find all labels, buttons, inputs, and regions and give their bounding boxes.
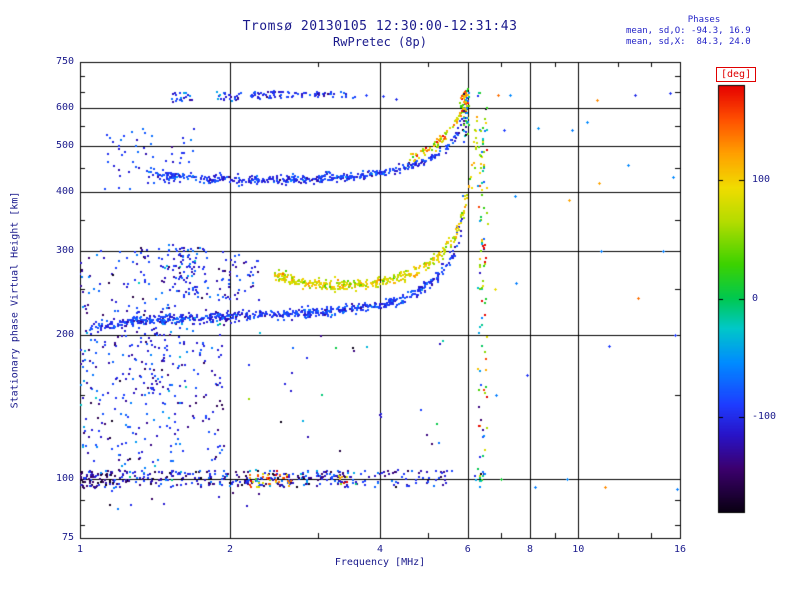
colorbar-label: [deg] bbox=[716, 67, 757, 82]
y-tick-label: 750 bbox=[55, 56, 74, 67]
x-tick-label: 8 bbox=[526, 544, 534, 555]
phase-stats-block: Phases mean, sd,O: -94.3, 16.9 mean, sd,… bbox=[626, 15, 782, 48]
x-tick-label: 2 bbox=[226, 544, 234, 555]
y-tick-label: 100 bbox=[55, 472, 74, 484]
phase-stats-heading: Phases bbox=[687, 15, 721, 25]
y-tick-label: 200 bbox=[55, 329, 74, 341]
x-axis-label: Frequency [MHz] bbox=[334, 557, 426, 568]
y-tick-label: 500 bbox=[55, 139, 74, 151]
x-tick-label: 4 bbox=[376, 544, 384, 555]
plot-subtitle: RwPretec (8p) bbox=[333, 35, 427, 49]
y-tick-label: 75 bbox=[61, 532, 74, 543]
x-tick-label: 10 bbox=[572, 544, 585, 555]
phase-stats-x-mode: mean, sd,X: 84.3, 24.0 bbox=[626, 37, 751, 47]
plot-title: Tromsø 20130105 12:30:00-12:31:43 bbox=[242, 19, 518, 34]
x-tick-label: 16 bbox=[673, 544, 687, 555]
y-tick-label: 600 bbox=[55, 102, 74, 114]
colorbar-tick-label: 100 bbox=[752, 173, 771, 185]
x-tick-label: 6 bbox=[464, 544, 471, 555]
y-tick-label: 300 bbox=[55, 245, 74, 257]
x-tick-label: 1 bbox=[76, 544, 84, 555]
y-axis-label: Stationary phase Virtual Height [km] bbox=[9, 191, 21, 409]
y-tick-label: 400 bbox=[55, 185, 74, 197]
phase-stats-o-mode: mean, sd,O: -94.3, 16.9 bbox=[626, 26, 751, 36]
colorbar-tick-label: -100 bbox=[752, 411, 777, 423]
colorbar-tick-label: 0 bbox=[752, 292, 759, 304]
